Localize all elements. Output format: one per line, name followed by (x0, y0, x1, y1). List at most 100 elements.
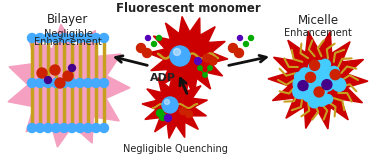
Circle shape (299, 68, 310, 79)
Circle shape (174, 49, 181, 55)
Circle shape (298, 81, 308, 91)
Circle shape (309, 92, 322, 105)
Circle shape (68, 65, 76, 72)
Circle shape (321, 78, 334, 91)
Circle shape (294, 72, 303, 81)
Circle shape (234, 49, 243, 57)
Circle shape (84, 123, 93, 133)
Circle shape (63, 71, 73, 81)
Circle shape (228, 44, 237, 52)
Circle shape (59, 78, 68, 88)
Text: Negligible: Negligible (43, 29, 93, 39)
Circle shape (243, 41, 248, 47)
Circle shape (312, 74, 322, 84)
Circle shape (311, 73, 324, 86)
Circle shape (76, 33, 85, 43)
Circle shape (318, 76, 329, 87)
Circle shape (51, 33, 60, 43)
Circle shape (136, 44, 146, 52)
Circle shape (195, 57, 201, 65)
Circle shape (303, 90, 314, 102)
Circle shape (311, 70, 324, 83)
Circle shape (51, 78, 60, 88)
Text: ADP: ADP (150, 73, 176, 83)
Circle shape (316, 77, 327, 88)
Circle shape (170, 46, 190, 66)
Circle shape (55, 78, 65, 88)
Circle shape (84, 78, 93, 88)
Circle shape (68, 123, 76, 133)
Circle shape (43, 78, 53, 88)
Circle shape (156, 110, 164, 116)
Circle shape (68, 78, 76, 88)
Circle shape (314, 76, 322, 84)
Circle shape (309, 86, 321, 98)
Circle shape (311, 75, 321, 85)
Circle shape (37, 68, 47, 78)
Circle shape (180, 108, 186, 115)
Circle shape (330, 70, 340, 80)
Circle shape (329, 80, 337, 89)
Circle shape (333, 78, 346, 91)
Circle shape (314, 77, 322, 85)
Circle shape (308, 82, 319, 93)
Circle shape (68, 33, 76, 43)
Circle shape (99, 78, 108, 88)
Circle shape (317, 79, 328, 90)
Circle shape (36, 123, 45, 133)
Circle shape (203, 73, 207, 77)
Circle shape (324, 70, 336, 82)
Circle shape (91, 33, 101, 43)
Circle shape (303, 72, 316, 85)
Circle shape (91, 78, 101, 88)
Circle shape (324, 95, 333, 103)
Polygon shape (268, 31, 368, 129)
Circle shape (314, 87, 324, 97)
Circle shape (59, 123, 68, 133)
Circle shape (293, 77, 307, 91)
Circle shape (313, 81, 325, 93)
Circle shape (50, 65, 60, 75)
Circle shape (156, 35, 161, 40)
Circle shape (164, 115, 172, 121)
Circle shape (305, 72, 316, 82)
Circle shape (310, 74, 320, 84)
Circle shape (310, 69, 319, 78)
Polygon shape (148, 16, 228, 96)
Circle shape (43, 33, 53, 43)
Circle shape (146, 35, 150, 40)
Circle shape (316, 86, 327, 97)
Circle shape (248, 35, 254, 40)
Circle shape (99, 33, 108, 43)
Circle shape (321, 96, 329, 105)
Circle shape (316, 62, 325, 71)
Circle shape (311, 65, 321, 75)
Circle shape (320, 59, 330, 70)
Circle shape (322, 80, 332, 90)
Circle shape (313, 74, 324, 86)
Circle shape (296, 74, 309, 86)
Circle shape (160, 114, 166, 120)
Circle shape (28, 33, 37, 43)
Text: Enhancement: Enhancement (284, 28, 352, 38)
Circle shape (313, 74, 322, 83)
Circle shape (28, 78, 37, 88)
Circle shape (237, 35, 243, 40)
Circle shape (317, 77, 327, 88)
Circle shape (36, 78, 45, 88)
Text: Negligible Quenching: Negligible Quenching (122, 144, 228, 154)
Circle shape (324, 72, 336, 84)
Circle shape (45, 76, 51, 83)
Circle shape (203, 54, 211, 62)
Circle shape (318, 95, 326, 103)
Circle shape (316, 64, 326, 74)
Circle shape (162, 97, 178, 113)
Circle shape (76, 123, 85, 133)
Circle shape (316, 83, 328, 95)
Circle shape (310, 95, 319, 104)
Circle shape (164, 99, 169, 104)
Circle shape (198, 66, 202, 70)
Circle shape (303, 68, 316, 81)
Circle shape (309, 97, 320, 108)
Circle shape (315, 76, 326, 87)
